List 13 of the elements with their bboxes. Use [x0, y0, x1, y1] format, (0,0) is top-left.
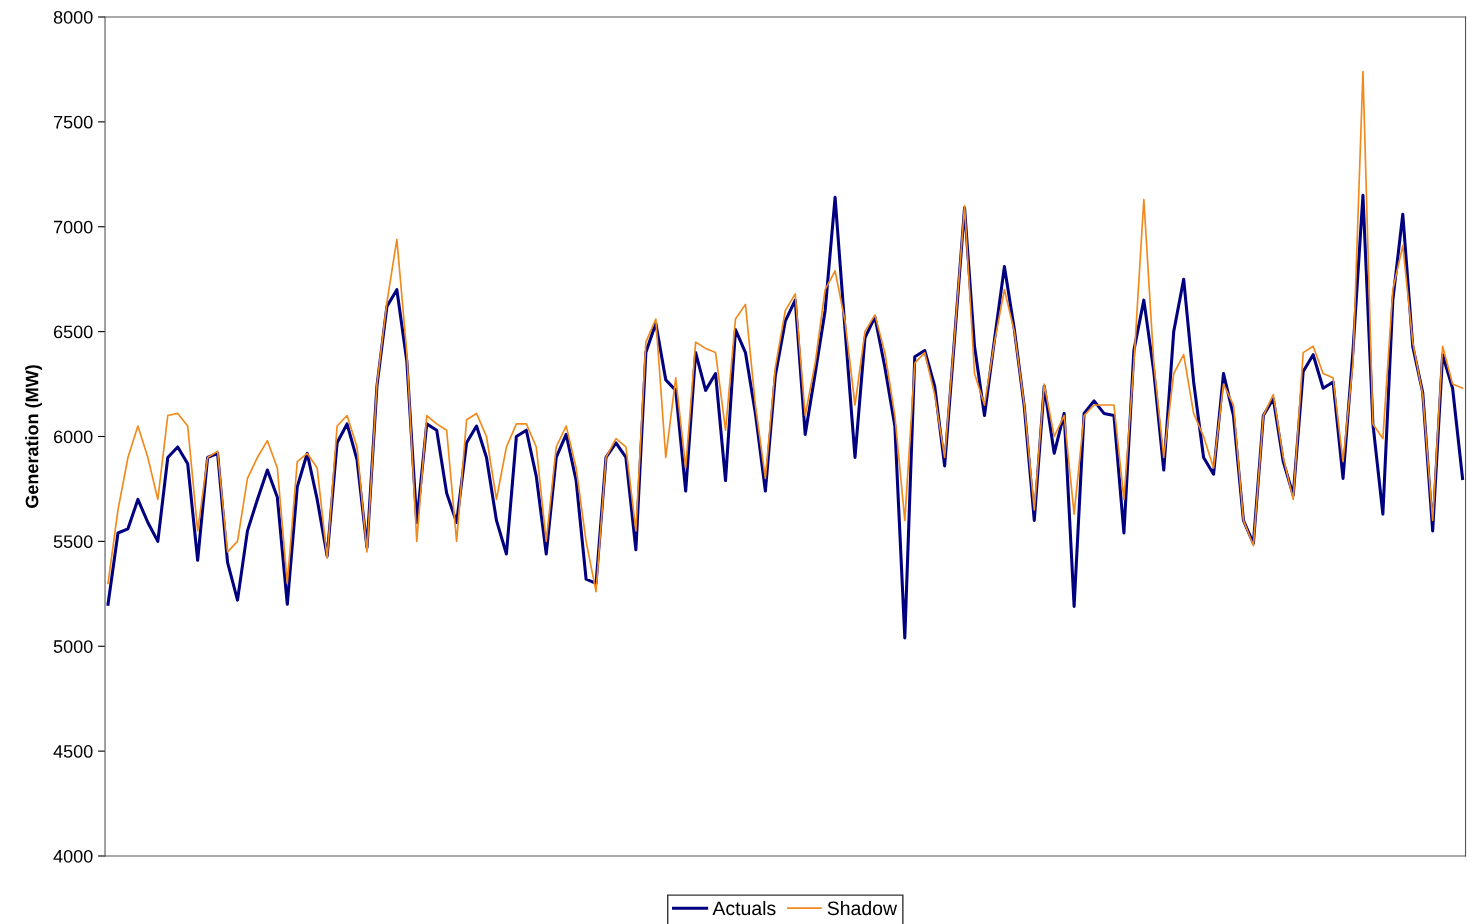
- y-tick-label: 6000: [53, 430, 93, 444]
- y-tick-label: 4500: [53, 745, 93, 758]
- line-series: [107, 70, 1464, 593]
- y-axis-title: Generation (MW): [25, 365, 42, 508]
- y-tick-label: 4000: [53, 849, 93, 863]
- y-tick-label: 5500: [53, 535, 93, 549]
- y-tick-label: 5000: [53, 640, 93, 653]
- y-tick-label: 7500: [53, 115, 93, 129]
- y-tick-label: 8000: [53, 10, 93, 24]
- y-tick-label: 7000: [53, 220, 93, 234]
- legend-label: Shadow: [827, 900, 898, 916]
- legend-label: Actuals: [712, 900, 776, 916]
- y-tick-label: 6500: [53, 325, 93, 339]
